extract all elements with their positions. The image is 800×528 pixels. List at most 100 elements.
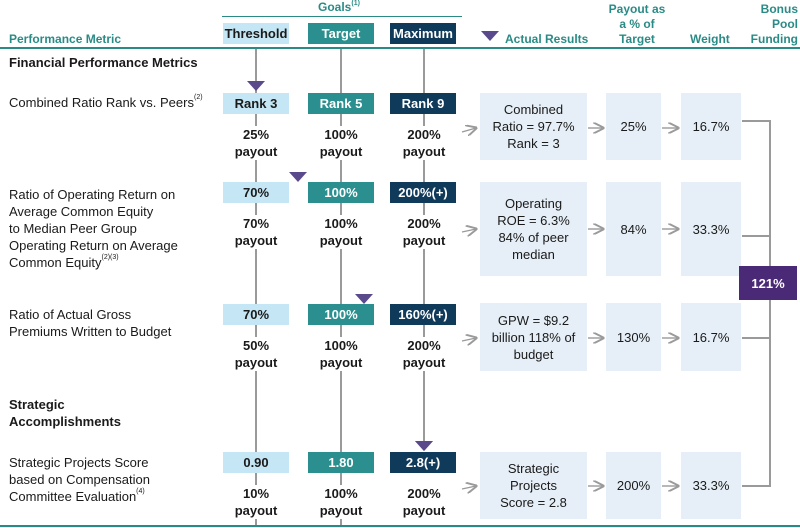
target-payout: 100% payout	[301, 485, 381, 519]
metric-label: Combined Ratio Rank vs. Peers(2)	[9, 94, 203, 111]
actual-line: billion 118% of	[491, 329, 576, 345]
strategic-section-title: Strategic Accomplishments	[9, 396, 121, 430]
metric-note: (2)	[193, 94, 203, 101]
target-column-line	[340, 49, 342, 527]
target-goal: 1.80	[308, 452, 374, 473]
actual-line: Strategic	[507, 461, 560, 476]
actual-result-panel: Strategic Projects Score = 2.8	[480, 452, 587, 519]
payout-pct-panel: 130%	[606, 303, 661, 371]
goals-rule	[222, 16, 462, 17]
metric-label-line: Premiums Written to Budget	[9, 324, 172, 339]
financial-section-title: Financial Performance Metrics	[9, 55, 198, 70]
strategic-title-line2: Accomplishments	[9, 414, 121, 429]
threshold-goal: 0.90	[223, 452, 289, 473]
maximum-payout: 200% payout	[384, 485, 464, 519]
goals-label: Goals	[318, 0, 352, 14]
payout-pct-header-line1: Payout as	[608, 2, 666, 16]
metric-label: Ratio of Actual Gross Premiums Written t…	[9, 306, 171, 340]
bonus-header-line3: Funding	[750, 32, 798, 46]
arrow-row4-to-actual	[461, 486, 476, 489]
payout-pct-panel: 25%	[606, 93, 661, 160]
bonus-pool-header: Bonus Pool Funding	[746, 2, 798, 47]
payout-value: 100%	[324, 127, 358, 142]
actual-line: Projects	[510, 478, 557, 493]
bonus-bracket	[742, 120, 771, 487]
metric-label: Ratio of Operating Return on Average Com…	[9, 186, 178, 271]
maximum-payout: 200% payout	[384, 126, 464, 160]
payout-pct-panel: 84%	[606, 182, 661, 276]
actual-result-panel: Operating ROE = 6.3% 84% of peer median	[480, 182, 587, 276]
maximum-goal: 200%(+)	[390, 182, 456, 203]
payout-word: payout	[234, 233, 278, 248]
payout-word: payout	[234, 503, 278, 518]
metric-label-line: Ratio of Operating Return on	[9, 187, 176, 202]
bonus-total-badge: 121%	[739, 266, 797, 300]
payout-word: payout	[319, 144, 363, 159]
metric-note: (4)	[136, 488, 145, 495]
threshold-payout: 25% payout	[216, 126, 296, 160]
target-goal: Rank 5	[308, 93, 374, 114]
weight-panel: 16.7%	[681, 93, 741, 160]
payout-word: payout	[319, 503, 363, 518]
payout-pct-header-line3: Target	[619, 32, 655, 46]
maximum-goal: 2.8(+)	[390, 452, 456, 473]
target-goal: 100%	[308, 304, 374, 325]
metric-label-line: Average Common Equity	[9, 204, 154, 219]
payout-value: 25%	[242, 127, 270, 142]
actual-results-header: Actual Results	[505, 32, 589, 46]
weight-panel: 33.3%	[681, 182, 741, 276]
metric-label-line: Operating Return on Average	[9, 238, 178, 253]
metric-label-line: Ratio of Actual Gross	[9, 307, 132, 322]
metric-label-line: Strategic Projects Score	[9, 455, 149, 470]
threshold-achievement-marker-icon	[247, 81, 265, 91]
payout-pct-header: Payout as a % of Target	[602, 2, 672, 47]
target-header: Target	[308, 23, 374, 44]
payout-value: 200%	[407, 216, 441, 231]
actual-line: 84% of peer	[498, 230, 569, 245]
payout-value: 100%	[324, 338, 358, 353]
performance-metric-header: Performance Metric	[9, 32, 122, 46]
threshold-payout: 50% payout	[216, 337, 296, 371]
payout-word: payout	[234, 355, 278, 370]
payout-pct-panel: 200%	[606, 452, 661, 519]
strategic-title-line1: Strategic	[9, 397, 65, 412]
actual-result-panel: GPW = $9.2 billion 118% of budget	[480, 303, 587, 371]
payout-value: 100%	[324, 216, 358, 231]
weight-header: Weight	[690, 32, 730, 46]
header-rule	[0, 47, 800, 49]
payout-value: 200%	[407, 338, 441, 353]
target-payout: 100% payout	[301, 337, 381, 371]
bonus-header-line2: Pool	[772, 17, 798, 31]
actual-results-marker-icon	[481, 31, 499, 41]
payout-word: payout	[402, 503, 446, 518]
actual-line: budget	[513, 346, 554, 362]
metric-label-line: Common Equity	[9, 255, 102, 270]
maximum-achievement-marker-icon	[415, 441, 433, 451]
actual-line: Ratio = 97.7%	[492, 119, 575, 134]
arrow-row2-to-actual	[461, 229, 476, 232]
payout-pct-header-line2: a % of	[619, 17, 655, 31]
weight-panel: 16.7%	[681, 303, 741, 371]
target-payout: 100% payout	[301, 215, 381, 249]
metric-label-line: Combined Ratio Rank vs. Peers	[9, 95, 194, 110]
goals-header: Goals(1)	[318, 0, 360, 14]
actual-line: median	[512, 247, 555, 262]
metric-label-line: based on Compensation	[9, 472, 150, 487]
payout-word: payout	[402, 144, 446, 159]
payout-value: 100%	[324, 486, 358, 501]
goals-note: (1)	[351, 0, 360, 7]
actual-line: GPW = $9.2	[497, 312, 570, 328]
actual-line: Rank = 3	[507, 136, 560, 151]
target-goal: 100%	[308, 182, 374, 203]
payout-word: payout	[319, 233, 363, 248]
payout-word: payout	[234, 144, 278, 159]
actual-line: ROE = 6.3%	[497, 213, 570, 228]
actual-line: Operating	[504, 196, 563, 211]
threshold-column-line	[255, 49, 257, 527]
metric-note: (2)(3)	[101, 254, 119, 261]
maximum-goal: 160%(+)	[390, 304, 456, 325]
threshold-header: Threshold	[223, 23, 289, 44]
arrow-row3-to-actual	[461, 338, 476, 341]
threshold-goal: 70%	[223, 182, 289, 203]
